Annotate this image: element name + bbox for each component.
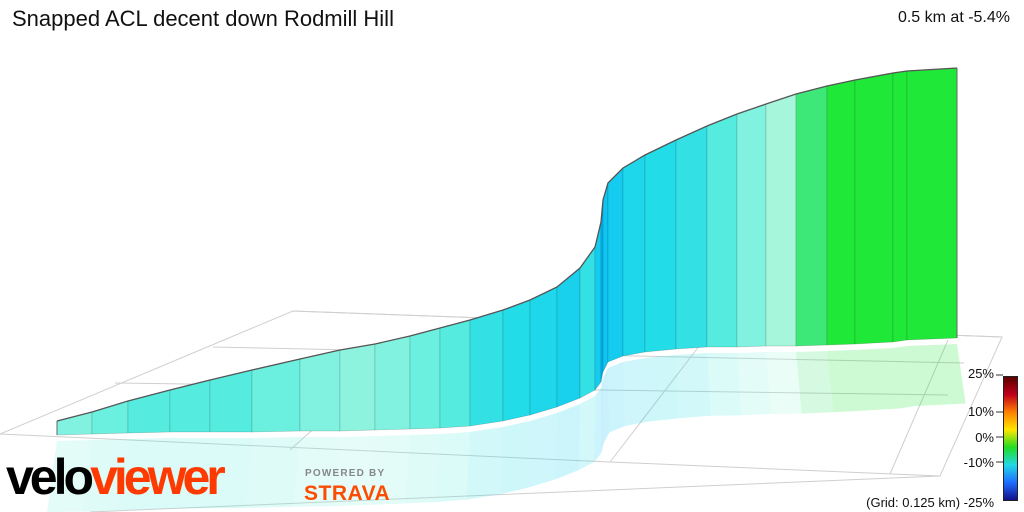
profile-segment	[765, 93, 797, 347]
shadow-segment	[47, 440, 92, 512]
shadow-segment	[737, 352, 771, 416]
grid-line	[0, 433, 611, 463]
elevation-wall	[56, 67, 958, 436]
legend-tick-label: -10%	[963, 455, 994, 470]
shadow-segment	[334, 436, 375, 507]
profile-segment	[579, 245, 596, 399]
profile-segment	[469, 309, 504, 427]
shadow-segment	[369, 435, 410, 505]
distance-gradient-summary: 0.5 km at -5.4%	[897, 9, 1010, 26]
grid-line	[889, 339, 949, 475]
shadow-segment	[893, 346, 915, 409]
profile-segment	[644, 139, 677, 353]
shadow-segment	[527, 413, 557, 488]
route-shadow	[47, 344, 966, 512]
profile-segment	[795, 85, 828, 347]
shadow-segment	[645, 355, 680, 422]
shadow-segment	[827, 350, 862, 413]
elevation-line	[56, 67, 958, 422]
shadow-segment	[579, 396, 595, 470]
profile-segment	[594, 221, 602, 392]
shadow-segment	[436, 432, 470, 502]
shadow-segment	[293, 437, 340, 507]
shadow-segment	[405, 434, 440, 504]
veloviewer-logo[interactable]: veloviewer	[6, 449, 226, 505]
profile-segment	[675, 125, 708, 350]
profile-segment	[602, 182, 609, 373]
profile-segment	[502, 299, 531, 422]
shadow-segment	[855, 348, 901, 411]
shadow-segment	[603, 368, 610, 443]
profile-segment	[556, 267, 581, 408]
powered-by-label: POWERED BY	[305, 468, 386, 479]
shadow-segment	[907, 344, 966, 406]
shadow-segment	[623, 358, 648, 426]
shadow-segment	[466, 427, 503, 500]
legend-tick-label: 25%	[967, 366, 994, 381]
profile-segment	[622, 154, 646, 357]
profile-segment	[299, 349, 341, 432]
gradient-axis-ticks	[996, 374, 1003, 463]
grid-line	[609, 344, 701, 463]
profile-segment	[56, 411, 93, 436]
profile-segment	[209, 369, 253, 433]
profile-segment	[251, 358, 301, 433]
shadow-segment	[707, 353, 742, 416]
profile-segment	[529, 286, 558, 416]
profile-segment	[339, 343, 376, 432]
shadow-segment	[594, 388, 602, 462]
gradient-color-legend	[1003, 376, 1018, 501]
legend-tick-label: 10%	[967, 404, 994, 419]
profile-segment	[736, 103, 767, 348]
strava-logo[interactable]: STRAVA	[304, 482, 391, 505]
shadow-segment	[500, 421, 530, 495]
shadow-segment	[766, 352, 802, 414]
profile-segment	[892, 70, 908, 343]
shadow-segment	[796, 351, 834, 414]
shadow-segment	[245, 437, 300, 508]
grid-line	[609, 461, 941, 477]
profile-segment	[374, 335, 411, 431]
shadow-segment	[82, 439, 128, 512]
shadow-segment	[608, 362, 625, 433]
profile-segment	[409, 327, 441, 430]
grid-scale-note: (Grid: 0.125 km) -25%	[866, 495, 994, 510]
shadow-segment	[676, 353, 711, 419]
page-title: Snapped ACL decent down Rodmill Hill	[12, 6, 394, 31]
shadow-segment	[601, 378, 604, 454]
profile-segment	[906, 67, 958, 341]
profile-segment	[169, 379, 211, 433]
profile-segment	[439, 319, 471, 429]
profile-segment	[854, 72, 894, 345]
profile-segment	[826, 79, 856, 346]
shadow-segment	[161, 438, 210, 509]
shadow-segment	[202, 438, 252, 509]
profile-segment	[607, 167, 624, 363]
profile-segment	[706, 113, 738, 348]
legend-tick-label: 0%	[975, 430, 994, 445]
shadow-segment	[555, 404, 580, 480]
shadow-segment	[119, 438, 170, 511]
profile-segment	[127, 389, 171, 434]
